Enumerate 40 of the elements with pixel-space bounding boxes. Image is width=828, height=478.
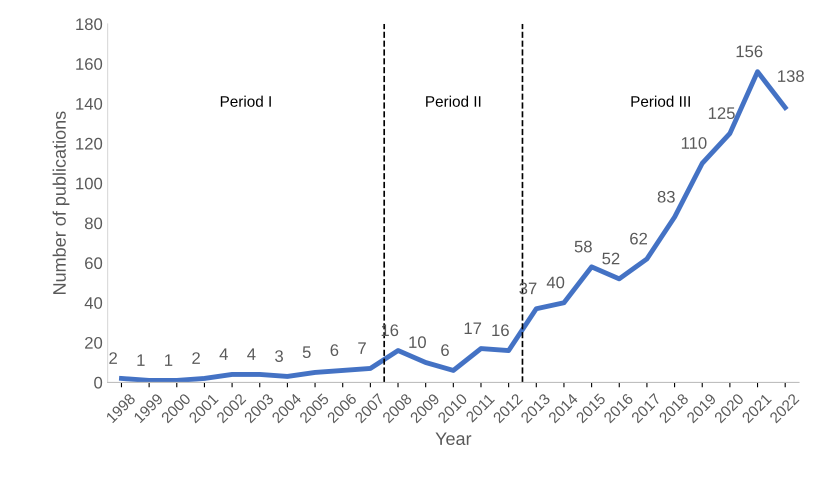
data-label: 1	[137, 354, 145, 366]
data-label: 1	[165, 354, 172, 366]
y-tick-label: 0	[94, 376, 102, 389]
data-label: 5	[302, 346, 311, 358]
data-label: 37	[519, 282, 536, 294]
y-tick-label: 180	[76, 18, 102, 30]
annotation: Period I	[220, 96, 271, 107]
y-tick-label: 100	[76, 178, 102, 190]
data-label: 125	[708, 107, 735, 120]
data-label: 7	[358, 342, 366, 354]
data-label: 62	[630, 232, 648, 245]
y-tick-label: 140	[76, 98, 102, 110]
data-label: 16	[492, 324, 509, 336]
data-label: 6	[330, 344, 338, 356]
data-label: 83	[658, 190, 675, 203]
data-label: 3	[275, 350, 283, 362]
y-tick-label: 160	[76, 58, 102, 70]
data-label: 138	[778, 70, 804, 82]
data-label: 110	[682, 137, 707, 149]
y-tick-label: 20	[85, 336, 102, 349]
data-label: 10	[409, 336, 426, 348]
data-label: 17	[464, 322, 482, 334]
data-label: 52	[602, 252, 620, 264]
y-axis-title: Number of publications	[52, 111, 70, 294]
data-label: 58	[574, 240, 592, 252]
data-label: 2	[109, 352, 117, 364]
annotation: Period II	[426, 96, 480, 107]
data-label: 6	[441, 344, 449, 356]
y-tick-label: 120	[76, 138, 102, 150]
data-label: 2	[192, 352, 200, 364]
data-label: 4	[247, 348, 256, 360]
y-tick-label: 40	[84, 297, 102, 309]
data-label: 40	[546, 276, 564, 288]
data-label: 156	[736, 45, 762, 58]
data-label: 4	[220, 348, 228, 360]
y-tick-label: 80	[84, 217, 102, 230]
y-tick-label: 60	[85, 257, 102, 270]
data-label: 16	[382, 324, 398, 336]
annotation: Period III	[631, 96, 690, 107]
x-axis-title: Year	[435, 432, 472, 446]
